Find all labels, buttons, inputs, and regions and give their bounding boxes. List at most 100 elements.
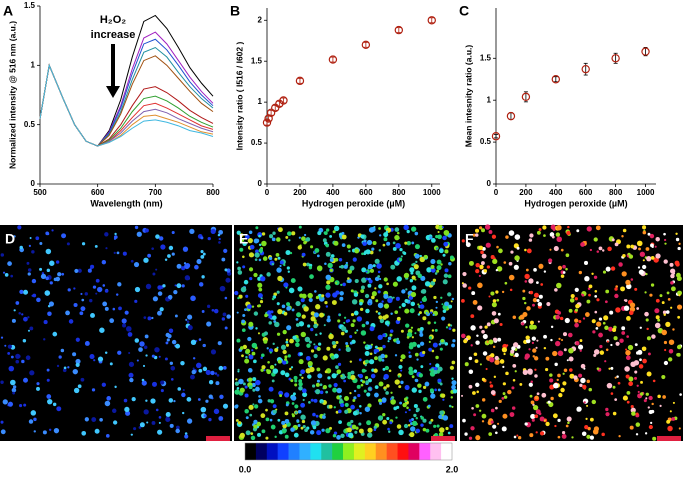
cell: [407, 424, 411, 427]
data-point: [551, 75, 561, 84]
cell: [248, 385, 253, 390]
cell: [115, 293, 119, 296]
cell: [444, 302, 449, 306]
cell: [244, 385, 248, 389]
cell: [569, 298, 575, 303]
cell: [249, 276, 253, 281]
cell: [184, 434, 189, 439]
x-tick-label: 600: [359, 188, 373, 197]
cell: [219, 285, 226, 292]
cell: [562, 264, 566, 269]
cell: [31, 294, 34, 297]
cell: [286, 266, 290, 270]
cell: [67, 288, 71, 292]
cell: [10, 274, 14, 278]
cell: [624, 299, 628, 302]
cell: [35, 236, 40, 241]
cell: [451, 377, 454, 380]
cell: [447, 431, 451, 435]
scale-bar: [431, 436, 455, 441]
cell: [89, 354, 95, 360]
cell: [471, 406, 474, 410]
cell: [300, 426, 304, 430]
cell: [419, 301, 423, 304]
cell: [476, 390, 479, 394]
cell: [294, 411, 298, 414]
x-axis-label: Hydrogen peroxide (µM): [302, 198, 405, 208]
cell: [409, 431, 415, 438]
colorbar-cell: [386, 443, 398, 460]
cell: [562, 381, 567, 386]
cell: [473, 413, 477, 417]
cell: [416, 344, 421, 348]
cell: [202, 366, 208, 372]
cell: [291, 413, 294, 416]
cell: [403, 423, 409, 429]
cell: [593, 275, 598, 280]
cell: [369, 250, 374, 255]
cell: [325, 274, 332, 281]
x-tick-label: 800: [392, 188, 406, 197]
cell: [260, 356, 263, 359]
cell: [448, 261, 452, 266]
cell: [305, 355, 311, 361]
cell: [167, 294, 173, 300]
cell: [170, 378, 174, 381]
cell: [396, 231, 400, 235]
cell: [304, 336, 311, 343]
cell: [642, 259, 645, 262]
cell: [530, 400, 535, 405]
cell: [439, 410, 444, 416]
cell: [398, 429, 404, 436]
cell: [133, 427, 137, 431]
cell: [678, 294, 681, 297]
cell: [634, 370, 638, 374]
cell: [617, 381, 621, 385]
colorbar-frame: [244, 442, 453, 461]
cell: [661, 301, 665, 305]
cell: [540, 283, 544, 286]
cell: [420, 275, 426, 281]
cell: [641, 346, 647, 352]
cell: [277, 309, 283, 315]
cell: [237, 270, 243, 275]
cell: [312, 412, 316, 417]
cell: [481, 228, 485, 233]
cell: [545, 421, 550, 427]
cell: [325, 251, 331, 257]
cell: [283, 311, 288, 316]
cell: [332, 230, 336, 234]
cell: [565, 267, 568, 271]
cell: [374, 287, 377, 290]
cell: [468, 369, 474, 375]
cell: [134, 225, 139, 230]
cell: [257, 332, 260, 335]
cell: [365, 344, 368, 348]
cell: [266, 272, 271, 277]
cell: [327, 376, 331, 380]
cell: [442, 253, 446, 257]
cell: [121, 318, 127, 324]
cell: [315, 382, 320, 387]
x-tick-label: 0: [265, 188, 270, 197]
cell: [17, 354, 21, 358]
cell: [339, 235, 342, 238]
cell: [516, 246, 520, 250]
cell: [240, 286, 247, 293]
cell: [123, 398, 128, 403]
y-axis-label: Normalized intensity @ 516 nm (a.u.): [7, 21, 17, 169]
cell: [613, 336, 618, 341]
cell: [377, 275, 380, 278]
cell: [604, 360, 607, 363]
cell: [353, 310, 359, 316]
cell: [557, 373, 561, 378]
cell: [104, 351, 108, 354]
cell: [184, 275, 190, 281]
cell: [352, 410, 358, 416]
cell: [343, 264, 348, 269]
cell: [181, 284, 185, 288]
cell: [216, 374, 220, 377]
cell: [144, 228, 149, 233]
cell: [217, 341, 222, 346]
cell: [433, 424, 437, 428]
